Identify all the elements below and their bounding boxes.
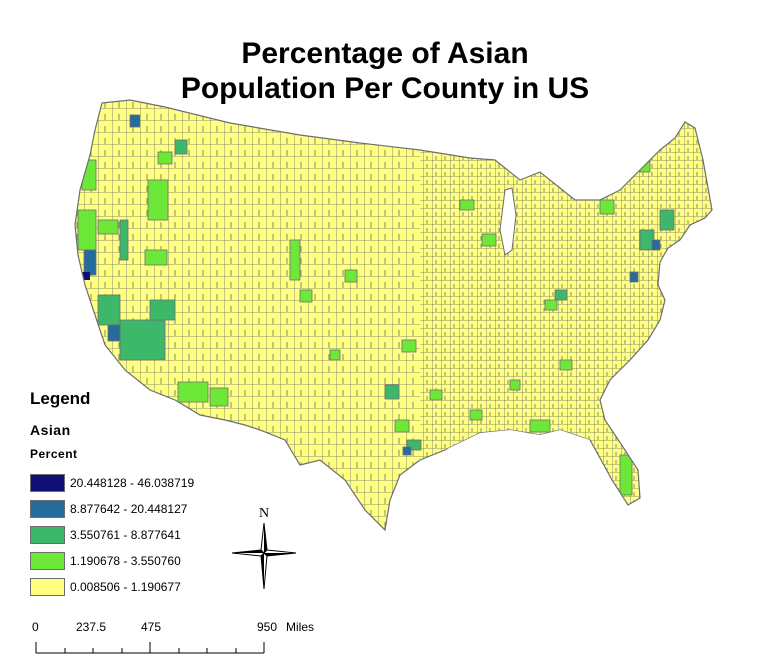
map-title: Percentage of Asian Population Per Count…: [140, 36, 630, 106]
legend-class-label: 20.448128 - 46.038719: [70, 476, 195, 490]
title-line-1: Percentage of Asian: [241, 37, 529, 70]
scale-ruler: [35, 642, 265, 654]
legend-swatch: [30, 500, 65, 518]
title-line-2: Population Per County in US: [180, 72, 590, 105]
legend-class-label: 0.008506 - 1.190677: [70, 580, 181, 594]
compass-rose-icon: N: [231, 506, 297, 590]
legend-swatch: [30, 552, 65, 570]
scale-units: Miles: [286, 620, 315, 634]
legend-class-2: 8.877642 - 20.448127: [30, 496, 194, 522]
gulf-coast: [445, 430, 590, 450]
legend-class-label: 8.877642 - 20.448127: [70, 502, 188, 516]
legend-class-4: 1.190678 - 3.550760: [30, 548, 194, 574]
legend-title: Legend: [30, 389, 91, 408]
legend-class-1: 20.448128 - 46.038719: [30, 470, 194, 496]
scale-label-950: 950: [257, 620, 278, 634]
legend-swatch: [30, 578, 65, 596]
legend-classes: 20.448128 - 46.038719 8.877642 - 20.4481…: [30, 470, 194, 600]
legend-class-3: 3.550761 - 8.877641: [30, 522, 194, 548]
legend-swatch: [30, 526, 65, 544]
legend-class-label: 3.550761 - 8.877641: [70, 528, 181, 542]
svg-text:N: N: [259, 506, 269, 521]
scale-label-475: 475: [141, 620, 162, 634]
legend-field-name: Percent: [30, 447, 78, 461]
legend-class-label: 1.190678 - 3.550760: [70, 554, 181, 568]
legend-class-5: 0.008506 - 1.190677: [30, 574, 194, 600]
legend-layer-name: Asian: [30, 422, 71, 438]
scale-label-0: 0: [32, 620, 39, 634]
lake-michigan: [499, 187, 517, 256]
north-arrow: N: [228, 503, 298, 598]
legend-swatch: [30, 474, 65, 492]
scale-label-237: 237.5: [76, 620, 107, 634]
